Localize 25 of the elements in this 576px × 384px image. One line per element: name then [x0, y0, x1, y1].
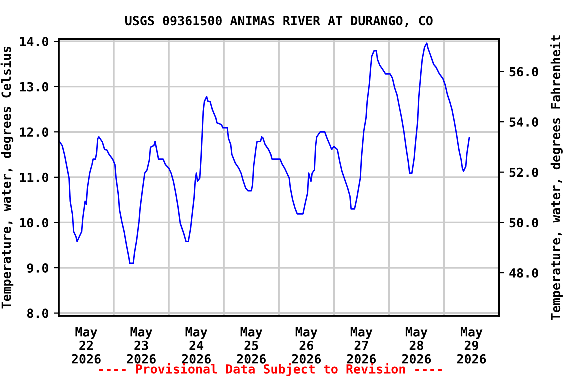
- y2-tick-label: 56.0: [510, 67, 538, 77]
- y-tick-label: 12.0: [20, 128, 49, 138]
- x-tick-label: May 26 2026: [292, 328, 322, 364]
- y-tick-label: 13.0: [20, 82, 49, 92]
- x-tick-label: May 22 2026: [72, 328, 101, 364]
- line-series: [58, 42, 470, 264]
- x-tick-label: May 23 2026: [127, 328, 156, 364]
- y-tick-label: 11.0: [20, 172, 49, 182]
- y-tick-label: 8.0: [27, 308, 49, 318]
- text: ---- Provisional Data Subject to Revision ----: [99, 364, 442, 376]
- chart-title: USGS 09361500 ANIMAS RIVER AT DURANGO, CO: [126, 16, 433, 28]
- y2-tick-label: 50.0: [510, 218, 538, 228]
- y2-tick-label: 54.0: [510, 118, 538, 127]
- x-tick-label: May 28 2026: [402, 328, 432, 364]
- y-axis-title: Temperature, water, degrees Celsius: [0, 46, 14, 309]
- y2-tick-label: 52.0: [510, 168, 538, 178]
- y-tick-label: 9.0: [27, 263, 49, 274]
- x-tick-label: May 25 2026: [237, 328, 266, 364]
- x-tick-label: May 27 2026: [347, 328, 376, 364]
- y-tick-label: 10.0: [20, 218, 49, 228]
- y2-tick-label: 48.0: [510, 268, 538, 278]
- x-tick-label: May 29 2026: [457, 328, 486, 364]
- y-tick-label: 14.0: [20, 37, 49, 46]
- y2-axis-title: Temperature, water, degrees Fahrenheit: [550, 36, 563, 320]
- x-tick-label: May 24 2026: [182, 328, 211, 364]
